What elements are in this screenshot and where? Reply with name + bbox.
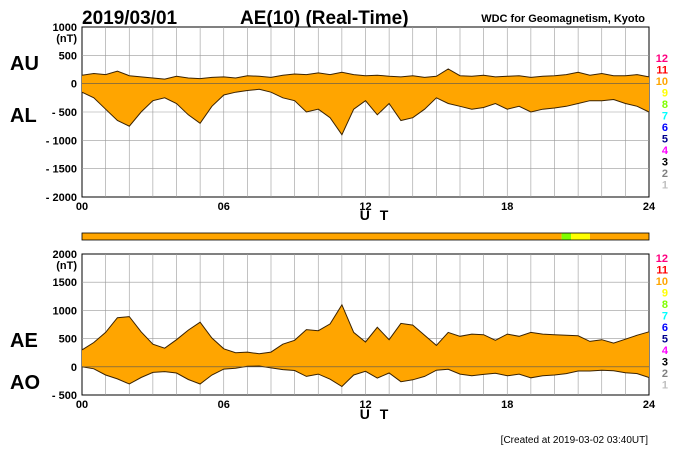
created-timestamp: [Created at 2019-03-02 03:40UT]: [501, 435, 649, 446]
x-tick-label: 06: [218, 399, 230, 411]
x-tick-label: 24: [643, 399, 656, 411]
y-tick-label: 1000: [53, 22, 77, 34]
legend-count-12: 12: [656, 53, 668, 65]
source-label: WDC for Geomagnetism, Kyoto: [481, 13, 645, 25]
series-line-al: [81, 88, 650, 136]
series-line-au: [81, 68, 650, 80]
activity-color-bar: [81, 232, 650, 241]
series-label-ae: AE: [10, 330, 38, 352]
ae-ao-panel: 2000 1500 1000 500 0 - 500 (nT) 00 06 12 18 24 U T AE…: [10, 249, 656, 422]
legend-count-5: 5: [662, 334, 668, 346]
y-tick-label: - 500: [52, 390, 77, 402]
legend-count-4: 4: [662, 345, 669, 357]
y-tick-label: - 1500: [46, 164, 77, 176]
series-line-ao: [81, 365, 650, 388]
legend-count-2: 2: [662, 368, 668, 380]
unit-label: (nT): [56, 260, 77, 272]
legend-count-2: 2: [662, 168, 668, 180]
legend-count-7: 7: [662, 311, 668, 323]
series-line-ae: [81, 303, 650, 355]
legend-count-6: 6: [662, 122, 668, 134]
legend-count-9: 9: [662, 288, 668, 300]
color-bar-segment: [82, 233, 562, 240]
legend-count-3: 3: [662, 157, 668, 169]
legend-count-7: 7: [662, 111, 668, 123]
legend-count-9: 9: [662, 88, 668, 100]
y-tick-label: - 2000: [46, 192, 77, 204]
legend-count-8: 8: [662, 99, 668, 111]
x-tick-label: 18: [501, 201, 513, 213]
y-tick-label: 2000: [53, 249, 77, 261]
x-tick-label: 00: [76, 201, 88, 213]
x-axis-label: U T: [360, 406, 392, 422]
series-label-au: AU: [10, 53, 39, 75]
y-tick-label: 0: [71, 79, 77, 91]
y-tick-label: - 500: [52, 107, 77, 119]
legend-count-10: 10: [656, 276, 668, 288]
legend-count-11: 11: [656, 265, 668, 277]
x-tick-label: 06: [218, 201, 230, 213]
x-axis-label: U T: [360, 207, 392, 223]
legend-count-6: 6: [662, 322, 668, 334]
x-tick-label: 12: [359, 201, 371, 213]
legend-count-10: 10: [656, 76, 668, 88]
y-tick-label: 0: [71, 362, 77, 374]
color-bar-segment: [571, 233, 590, 240]
series-label-al: AL: [10, 105, 37, 127]
legend-count-1: 1: [662, 380, 668, 392]
x-tick-label: 18: [501, 399, 513, 411]
x-tick-label: 24: [643, 201, 656, 213]
y-tick-label: 1500: [53, 277, 77, 289]
color-bar-segment: [589, 233, 649, 240]
range-fill-area: [82, 304, 649, 387]
au-al-panel: 1000 500 0 - 500 - 1000 - 1500 - 2000 (nT) 00 06 1…: [10, 22, 656, 223]
date-title: 2019/03/01: [82, 8, 178, 29]
y-tick-label: 500: [59, 50, 77, 62]
y-tick-label: - 1000: [46, 135, 77, 147]
y-tick-label: 500: [59, 334, 77, 346]
legend-count-12: 12: [656, 253, 668, 265]
range-fill-area: [82, 68, 649, 135]
index-title: AE(10) (Real-Time): [240, 8, 409, 29]
unit-label: (nT): [56, 33, 77, 45]
color-bar-segment: [561, 233, 572, 240]
x-tick-label: 00: [76, 399, 88, 411]
legend-count-3: 3: [662, 357, 668, 369]
series-label-ao: AO: [10, 372, 40, 394]
legend-count-4: 4: [662, 145, 669, 157]
legend-count-11: 11: [656, 65, 668, 77]
x-tick-label: 12: [359, 399, 371, 411]
color-bar-frame: [81, 232, 650, 241]
legend-count-5: 5: [662, 134, 668, 146]
y-tick-label: 1000: [53, 305, 77, 317]
legend-count-1: 1: [662, 180, 668, 192]
legend-count-8: 8: [662, 299, 668, 311]
